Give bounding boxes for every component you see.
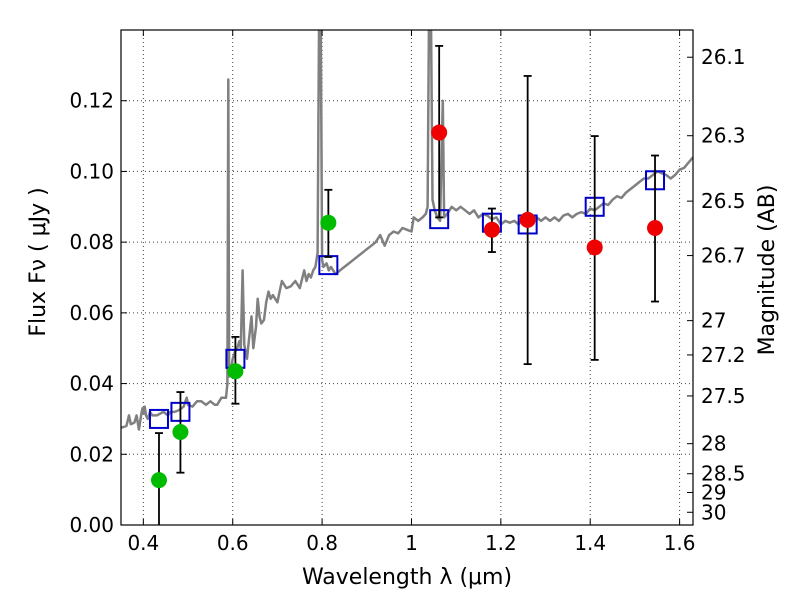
x-tick-label: 0.8 xyxy=(306,531,338,555)
data-point xyxy=(172,424,189,441)
plot-frame xyxy=(120,29,694,526)
data-point xyxy=(227,363,244,380)
right-tick-label: 27 xyxy=(701,309,726,333)
error-bars xyxy=(150,45,664,525)
x-tick-label: 0.4 xyxy=(127,531,159,555)
y-tick-label: 0.02 xyxy=(69,442,114,466)
spectrum-line xyxy=(121,30,693,431)
y-tick-label: 0.08 xyxy=(69,230,114,254)
axes: 0.4 0.6 0.8 1 1.2 1.4 1.6 0.00 0.02 0.04 0.06 0.08 0… xyxy=(69,30,746,555)
x-tick-label: 1.2 xyxy=(485,531,517,555)
data-point xyxy=(647,220,664,236)
right-tick-label: 29 xyxy=(701,480,726,504)
data-point xyxy=(150,472,167,489)
x-axis-label: Wavelength λ (μm) xyxy=(302,565,512,590)
data-point xyxy=(483,221,500,238)
x-tick-label: 1.4 xyxy=(574,531,606,555)
x-tick-label: 1.6 xyxy=(664,531,696,555)
x-tick-label: 1 xyxy=(405,531,418,555)
y-tick-label: 0.12 xyxy=(69,89,114,113)
right-tick-label: 27.2 xyxy=(701,343,746,367)
right-tick-label: 27.5 xyxy=(701,384,746,408)
data-point xyxy=(431,124,448,141)
y-tick-label: 0.06 xyxy=(69,301,114,325)
right-tick-label: 26.1 xyxy=(701,45,746,69)
y-axis-label: Flux Fν ( μJy ) xyxy=(26,187,51,336)
data-point xyxy=(320,214,337,231)
right-tick-label: 30 xyxy=(701,500,726,524)
y-tick-label: 0.04 xyxy=(69,372,114,396)
y-tick-label: 0.00 xyxy=(69,513,114,537)
model-square-marker xyxy=(148,408,169,429)
x-tick-label: 0.6 xyxy=(217,531,249,555)
right-tick-label: 26.5 xyxy=(701,189,746,213)
data-point xyxy=(586,239,603,256)
data-point xyxy=(519,211,536,228)
right-tick-label: 26.3 xyxy=(701,124,746,148)
right-tick-label: 28 xyxy=(701,432,726,456)
right-tick-label: 26.7 xyxy=(701,244,746,268)
y-tick-label: 0.10 xyxy=(69,159,114,183)
right-axis-label: Magnitude (AB) xyxy=(755,185,780,356)
right-tick-label: 28.5 xyxy=(701,462,746,486)
